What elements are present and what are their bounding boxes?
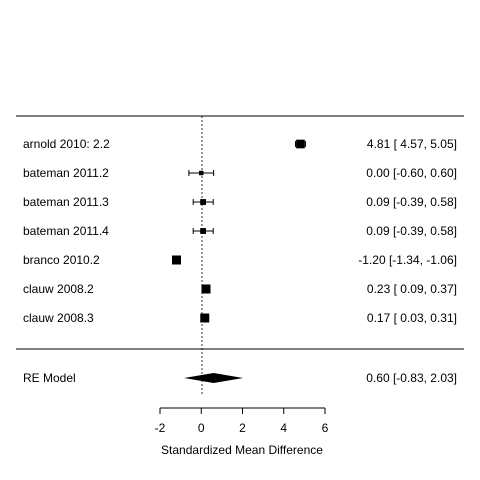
x-axis-ticks: -2 0 2 4 6 — [155, 408, 329, 435]
study-estimate-ci: 0.09 [-0.39, 0.58] — [366, 195, 457, 209]
study-row: clauw 2008.3 0.17 [ 0.03, 0.31] — [23, 311, 457, 325]
effect-square — [296, 139, 305, 149]
study-row: bateman 2011.2 0.00 [-0.60, 0.60] — [23, 166, 457, 180]
study-label: bateman 2011.3 — [23, 195, 109, 209]
study-row: arnold 2010: 2.2 4.81 [ 4.57, 5.05] — [23, 137, 457, 151]
effect-square — [200, 313, 210, 323]
study-estimate-ci: -1.20 [-1.34, -1.06] — [358, 253, 457, 267]
summary-diamond — [184, 373, 244, 383]
study-rows: arnold 2010: 2.2 4.81 [ 4.57, 5.05] batema… — [23, 137, 457, 325]
study-label: clauw 2008.3 — [23, 311, 94, 325]
effect-square — [201, 284, 211, 294]
study-row: bateman 2011.3 0.09 [-0.39, 0.58] — [23, 195, 457, 209]
x-axis-title: Standardized Mean Difference — [161, 443, 323, 457]
summary-row: RE Model 0.60 [-0.83, 2.03] — [23, 371, 457, 385]
study-label: arnold 2010: 2.2 — [23, 137, 110, 151]
study-label: branco 2010.2 — [23, 253, 100, 267]
x-tick-label: 4 — [280, 421, 287, 435]
study-label: clauw 2008.2 — [23, 282, 94, 296]
study-label: bateman 2011.2 — [23, 166, 109, 180]
study-label: bateman 2011.4 — [23, 224, 109, 238]
study-row: branco 2010.2 -1.20 [-1.34, -1.06] — [23, 253, 457, 267]
study-estimate-ci: 0.09 [-0.39, 0.58] — [366, 224, 457, 238]
study-row: clauw 2008.2 0.23 [ 0.09, 0.37] — [23, 282, 457, 296]
summary-estimate-ci: 0.60 [-0.83, 2.03] — [366, 371, 457, 385]
x-tick-label: -2 — [155, 421, 166, 435]
effect-square — [172, 255, 181, 265]
x-tick-label: 6 — [322, 421, 329, 435]
x-tick-label: 2 — [239, 421, 246, 435]
study-row: bateman 2011.4 0.09 [-0.39, 0.58] — [23, 224, 457, 238]
summary-label: RE Model — [23, 371, 76, 385]
study-estimate-ci: 4.81 [ 4.57, 5.05] — [367, 137, 457, 151]
x-tick-label: 0 — [198, 421, 205, 435]
effect-square — [200, 228, 207, 234]
study-estimate-ci: 0.17 [ 0.03, 0.31] — [367, 311, 457, 325]
effect-square — [200, 199, 207, 205]
study-estimate-ci: 0.23 [ 0.09, 0.37] — [367, 282, 457, 296]
study-estimate-ci: 0.00 [-0.60, 0.60] — [366, 166, 457, 180]
effect-square — [199, 170, 204, 176]
